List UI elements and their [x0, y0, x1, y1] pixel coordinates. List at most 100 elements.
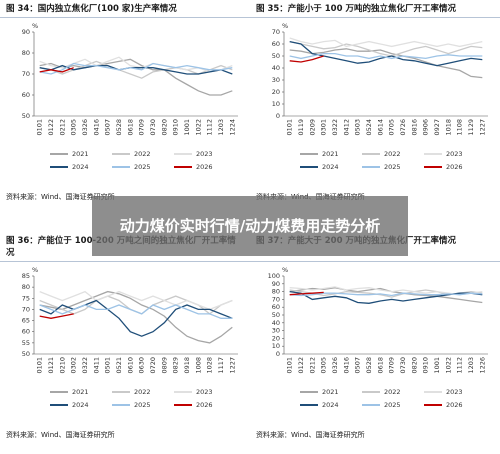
series-line [289, 52, 483, 60]
legend-label: 2026 [196, 163, 213, 171]
y-tick-label: 55 [22, 339, 30, 347]
legend-label: 2023 [446, 388, 463, 396]
x-tick-label: 1001 [433, 357, 441, 374]
series-line [39, 58, 233, 96]
banner: 动力煤价实时行情/动力煤费用走势分析 [92, 196, 408, 256]
series-line [39, 313, 74, 319]
chart-title: 图 35：产能小于 100 万吨的独立焦化厂开工率情况 [250, 0, 500, 18]
chart: % 50 55 60 65 70 75 80 85 0101 0121 0210 0302 0322 041… [22, 266, 238, 409]
legend-label: 2024 [322, 163, 339, 171]
y-tick-label: 20 [272, 334, 280, 342]
legend-label: 2022 [384, 150, 401, 158]
legend-label: 2026 [446, 163, 463, 171]
x-tick-label: 0618 [126, 119, 134, 136]
series-line [39, 67, 74, 73]
y-tick-label: 80 [22, 49, 30, 57]
series-line [39, 62, 233, 75]
x-tick-label: 1129 [467, 119, 475, 136]
series-line [289, 291, 324, 296]
x-tick-label: 0528 [365, 357, 373, 374]
x-tick-label: 0305 [320, 357, 328, 374]
y-tick-label: 0 [276, 112, 280, 120]
x-tick-label: 0119 [297, 119, 305, 136]
x-tick-label: 0305 [70, 119, 78, 136]
x-tick-label: 1224 [228, 119, 236, 136]
source-note: 资料来源：Wind、国海证券研究所 [256, 431, 365, 439]
y-tick-label: 50 [22, 112, 30, 120]
y-tick-label: 85 [22, 272, 30, 280]
legend-label: 2022 [384, 388, 401, 396]
x-tick-label: 0906 [422, 119, 430, 136]
legend-label: 2026 [446, 401, 463, 409]
y-tick-label: 10 [272, 342, 280, 350]
x-tick-label: 1226 [478, 357, 486, 374]
y-tick-label: 80 [22, 283, 30, 291]
x-tick-label: 0122 [47, 119, 55, 136]
y-unit: % [32, 22, 38, 30]
legend-label: 2025 [384, 401, 401, 409]
series-line [39, 290, 233, 311]
series-line [39, 299, 233, 337]
legend-label: 2025 [134, 163, 151, 171]
x-tick-label: 0829 [172, 357, 180, 374]
x-tick-label: 0210 [58, 357, 66, 374]
chart-panel: 图 35：产能小于 100 万吨的独立焦化厂开工率情况% 0 10 20 30 40 50 6… [250, 0, 500, 202]
x-tick-label: 1203 [467, 357, 475, 374]
x-tick-label: 1108 [456, 119, 464, 136]
source-note: 资料来源：Wind、国海证券研究所 [6, 193, 115, 201]
legend-label: 2024 [322, 401, 339, 409]
x-tick-label: 0121 [47, 357, 55, 374]
y-tick-label: 80 [272, 288, 280, 296]
x-tick-label: 0101 [36, 119, 44, 136]
x-tick-label: 0918 [183, 357, 191, 374]
legend-label: 2022 [134, 388, 151, 396]
y-tick-label: 60 [22, 91, 30, 99]
x-tick-label: 0326 [331, 357, 339, 374]
x-tick-label: 0726 [399, 119, 407, 136]
y-tick-label: 90 [22, 28, 30, 36]
y-tick-label: 40 [272, 64, 280, 72]
x-tick-label: 0503 [354, 119, 362, 136]
x-tick-label: 1008 [194, 357, 202, 374]
y-tick-label: 30 [272, 327, 280, 335]
y-tick-label: 10 [272, 100, 280, 108]
x-tick-label: 0209 [308, 119, 316, 136]
source-note: 资料来源：Wind、国海证券研究所 [6, 431, 115, 439]
x-tick-label: 0910 [422, 357, 430, 374]
series-line [39, 304, 233, 319]
x-tick-label: 1112 [456, 357, 464, 374]
x-tick-label: 0816 [410, 119, 418, 136]
x-tick-label: 0705 [388, 119, 396, 136]
x-tick-label: 0910 [172, 119, 180, 136]
series-line [39, 64, 233, 75]
y-tick-label: 75 [22, 294, 30, 302]
series-line [289, 55, 324, 63]
y-tick-label: 65 [22, 317, 30, 325]
y-tick-label: 70 [22, 305, 30, 313]
y-tick-label: 50 [22, 350, 30, 358]
y-unit: % [282, 266, 288, 274]
x-tick-label: 0101 [286, 119, 294, 136]
x-tick-label: 0820 [160, 119, 168, 136]
y-tick-label: 0 [276, 350, 280, 358]
y-unit: % [32, 266, 38, 274]
x-tick-label: 0212 [58, 119, 66, 136]
y-tick-label: 50 [272, 311, 280, 319]
chart: % 0 10 20 30 40 50 60 70 0101 0119 0209 0301 0322 0412… [272, 22, 488, 171]
x-tick-label: 0101 [36, 357, 44, 374]
series-line [39, 290, 233, 344]
x-tick-label: 0610 [126, 357, 134, 374]
y-tick-label: 30 [272, 76, 280, 84]
x-tick-label: 0809 [160, 357, 168, 374]
x-tick-label: 0212 [308, 357, 316, 374]
legend-label: 2025 [384, 163, 401, 171]
legend-label: 2022 [134, 150, 151, 158]
x-tick-label: 0501 [104, 357, 112, 374]
x-tick-label: 0412 [342, 119, 350, 136]
legend-label: 2024 [72, 401, 89, 409]
x-tick-label: 0122 [297, 357, 305, 374]
y-tick-label: 60 [22, 328, 30, 336]
x-tick-label: 0709 [138, 119, 146, 136]
